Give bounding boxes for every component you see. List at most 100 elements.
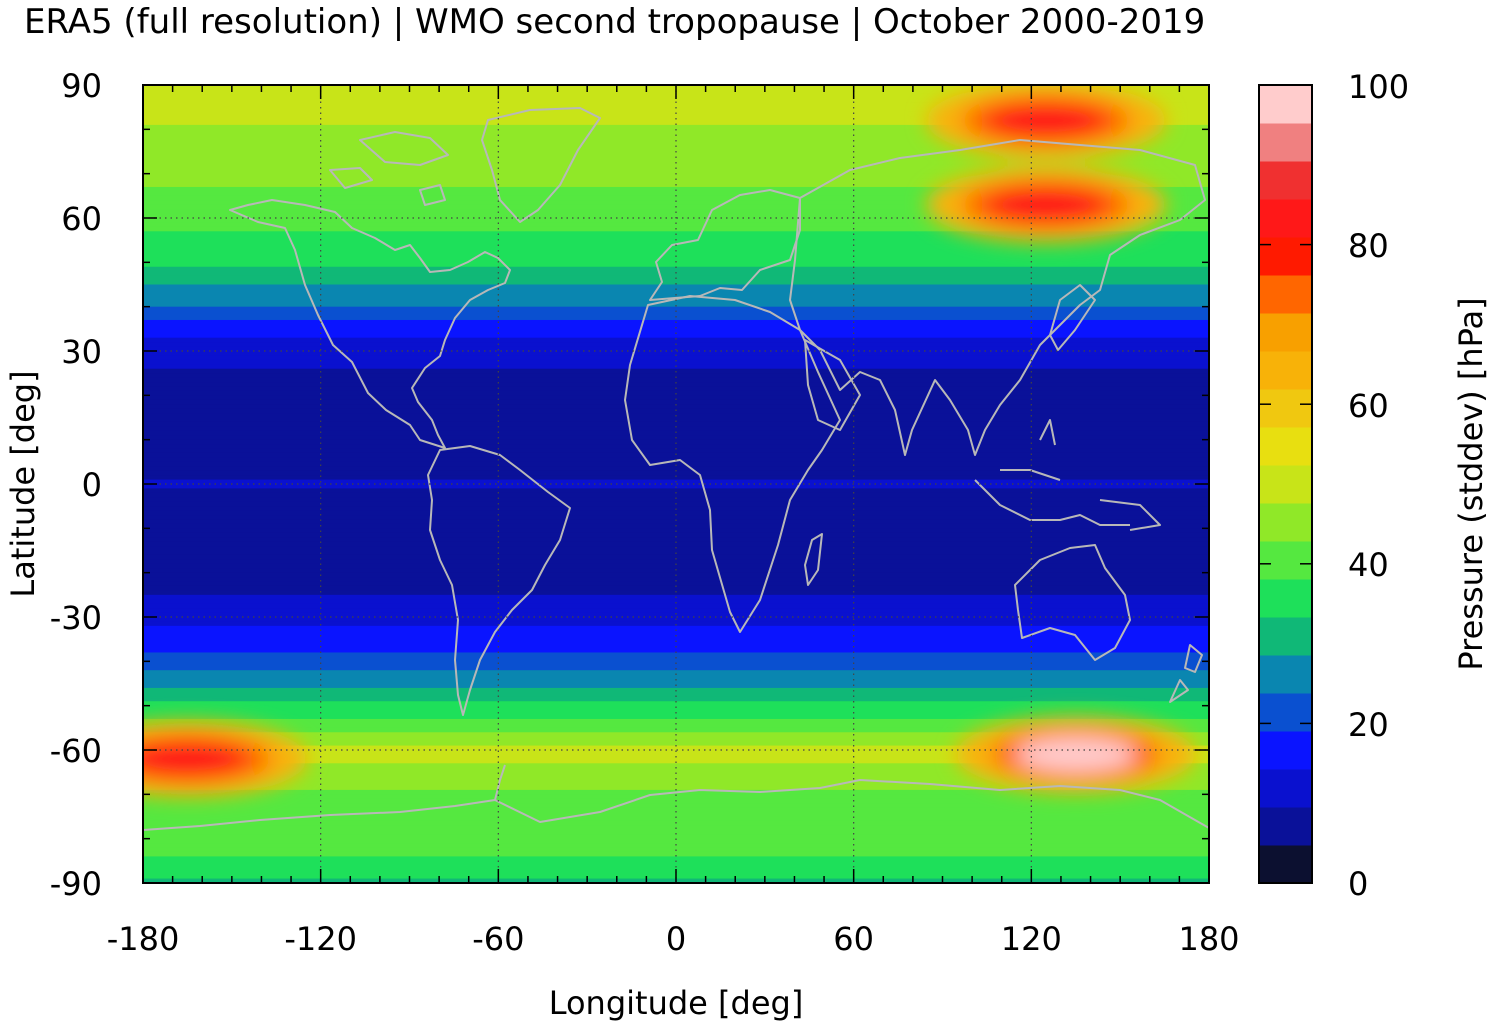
hotspot-core — [986, 103, 1107, 138]
colorbar-tick-label: 20 — [1348, 706, 1389, 744]
colorbar-swatch — [1259, 389, 1312, 428]
heatmap-band — [143, 696, 1209, 702]
heatmap-band — [143, 767, 1209, 773]
heatmap-band — [143, 461, 1209, 467]
colorbar-tick-label: 100 — [1348, 68, 1409, 106]
heatmap-band — [143, 102, 1209, 108]
heatmap-band — [143, 373, 1209, 379]
heatmap-band — [143, 257, 1209, 263]
heatmap-band — [143, 466, 1209, 472]
colorbar-swatch — [1259, 655, 1312, 694]
colorbar-frame — [1258, 84, 1313, 884]
y-tick-label: 60 — [61, 200, 102, 238]
colorbar-swatch — [1259, 617, 1312, 656]
heatmap-band — [143, 266, 1209, 272]
heatmap-band — [143, 399, 1209, 405]
heatmap-band — [143, 288, 1209, 294]
colorbar-swatch — [1259, 351, 1312, 390]
heatmap-band — [143, 421, 1209, 427]
heatmap-band — [143, 448, 1209, 454]
x-tick-label: 0 — [666, 920, 686, 958]
colorbar-swatch — [1259, 807, 1312, 846]
heatmap-band — [143, 200, 1209, 206]
heatmap-band — [143, 537, 1209, 543]
heatmap-band — [143, 656, 1209, 662]
coastline-australia — [1014, 544, 1131, 661]
x-tick-label: 60 — [833, 920, 874, 958]
heatmap-band — [143, 515, 1209, 521]
heatmap-band — [143, 608, 1209, 614]
heatmap-band — [143, 107, 1209, 113]
y-tick-labels: 90 60 30 0 -30 -60 -90 — [50, 67, 102, 903]
coastline-antarctic-peninsula — [494, 764, 506, 801]
colorbar-label: Pressure (stddev) [hPa] — [1452, 297, 1490, 670]
coastline-south-america — [427, 445, 571, 716]
coastline-antarctica — [143, 779, 1209, 831]
heatmap-band — [143, 155, 1209, 161]
heatmap-band — [143, 111, 1209, 117]
colorbar-tick-label: 0 — [1348, 865, 1368, 903]
heatmap-band — [143, 444, 1209, 450]
coastline-new-zealand — [1169, 644, 1203, 703]
colorbar-swatch — [1259, 465, 1312, 504]
x-tick-label: 180 — [1178, 920, 1239, 958]
heatmap-band — [143, 426, 1209, 432]
heatmap-band — [143, 302, 1209, 308]
heatmap-band — [143, 315, 1209, 321]
heatmap-band — [143, 280, 1209, 286]
heatmap-band — [143, 816, 1209, 822]
heatmap-band — [143, 249, 1209, 255]
y-tick-label: -60 — [50, 732, 102, 770]
heatmap-band — [143, 151, 1209, 157]
heatmap-band — [143, 439, 1209, 445]
heatmap-band — [143, 683, 1209, 689]
colorbar-tick-labels: 0 20 40 60 80 100 — [1348, 68, 1409, 903]
heatmap-band — [143, 395, 1209, 401]
heatmap-band — [143, 488, 1209, 494]
heatmap-band — [143, 178, 1209, 184]
heatmap-band — [143, 599, 1209, 605]
colorbar-swatch — [1259, 161, 1312, 200]
heatmap-band — [143, 714, 1209, 720]
heatmap-band — [143, 634, 1209, 640]
heatmap-band — [143, 164, 1209, 170]
heatmap-band — [143, 240, 1209, 246]
colorbar-swatch — [1259, 731, 1312, 770]
colorbar-tick-label: 40 — [1348, 546, 1389, 584]
heatmap-band — [143, 554, 1209, 560]
x-axis-label: Longitude [deg] — [549, 984, 804, 1022]
heatmap-band — [143, 577, 1209, 583]
heatmap-band — [143, 652, 1209, 658]
coastline-europe — [649, 189, 801, 301]
coastline-asia — [789, 139, 1206, 456]
heatmap-band — [143, 679, 1209, 685]
heatmap-band — [143, 173, 1209, 179]
heatmap-band — [143, 860, 1209, 866]
hotspot-core — [143, 741, 248, 776]
heatmap-band — [143, 222, 1209, 228]
heatmap-band — [143, 404, 1209, 410]
coastline-madagascar — [804, 533, 823, 586]
heatmap-band — [143, 417, 1209, 423]
heatmap-band — [143, 120, 1209, 126]
heatmap-band — [143, 834, 1209, 840]
heatmap-band — [143, 838, 1209, 844]
heatmap-band — [143, 351, 1209, 357]
heatmap-hotspots — [143, 85, 1196, 797]
heatmap-band — [143, 603, 1209, 609]
plot-area — [143, 85, 1209, 883]
heatmap-band — [143, 306, 1209, 312]
heatmap-band — [143, 559, 1209, 565]
heatmap-band — [143, 843, 1209, 849]
heatmap-band — [143, 262, 1209, 268]
heatmap-band — [143, 377, 1209, 383]
heatmap-band — [143, 546, 1209, 552]
y-tick-label: 0 — [82, 466, 102, 504]
heatmap-band — [143, 772, 1209, 778]
heatmap-band — [143, 758, 1209, 764]
colorbar — [1259, 85, 1312, 884]
heatmap-band — [143, 293, 1209, 299]
coastlines — [143, 107, 1209, 831]
coastline-north-america — [229, 199, 511, 449]
